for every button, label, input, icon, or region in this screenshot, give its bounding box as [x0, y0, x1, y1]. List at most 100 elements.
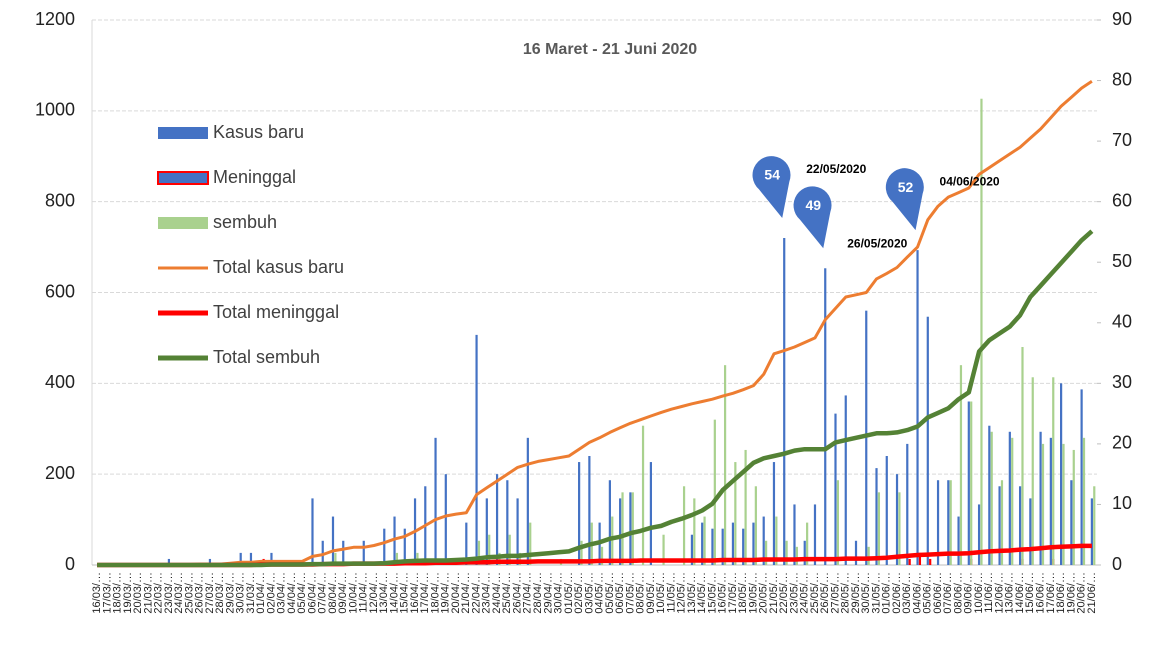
- x-tick-label: 20/06/…: [1076, 572, 1088, 614]
- bar: [980, 98, 983, 565]
- x-tick-label: 15/05/…: [706, 572, 718, 614]
- legend-label: Total meninggal: [213, 302, 339, 322]
- y2-tick-label: 10: [1112, 493, 1132, 513]
- x-tick-label: 24/04/…: [491, 572, 503, 614]
- bar: [649, 462, 653, 565]
- annotation-date: 26/05/2020: [847, 236, 907, 250]
- bar: [600, 546, 604, 565]
- line: [97, 229, 1094, 568]
- x-tick-label: 06/04/…: [306, 572, 318, 614]
- x-tick-label: 14/04/…: [388, 572, 400, 614]
- x-tick-label: 02/05/…: [573, 572, 585, 614]
- x-tick-label: 16/03/…: [91, 572, 103, 614]
- bar: [721, 528, 724, 565]
- bar: [885, 456, 888, 565]
- bar: [682, 486, 686, 565]
- bar: [239, 552, 242, 565]
- bar: [434, 437, 437, 565]
- bar: [611, 516, 614, 565]
- bar: [488, 534, 491, 565]
- y-tick-label: 0: [65, 554, 75, 574]
- y2-tick-label: 0: [1112, 554, 1122, 574]
- x-tick-label: 22/05/…: [778, 572, 790, 614]
- x-tick-label: 20/04/…: [450, 572, 462, 614]
- x-tick-label: 13/05/…: [686, 572, 698, 614]
- bar: [588, 456, 591, 565]
- line: [97, 80, 1093, 567]
- x-tick-label: 04/06/…: [911, 572, 923, 614]
- bar: [1052, 377, 1055, 565]
- bar: [331, 516, 335, 565]
- x-tick-label: 28/03/…: [214, 572, 226, 614]
- bar: [580, 540, 583, 565]
- x-tick-label: 05/06/…: [922, 572, 934, 614]
- x-tick-label: 13/06/…: [1004, 572, 1016, 614]
- bar: [967, 401, 970, 565]
- x-tick-label: 01/04/…: [255, 572, 267, 614]
- annotation-value: 52: [898, 179, 914, 195]
- x-tick-label: 05/05/…: [604, 572, 616, 614]
- bar: [270, 552, 273, 565]
- bar: [998, 486, 1001, 565]
- bar: [1080, 389, 1083, 565]
- x-tick-label: 08/04/…: [327, 572, 339, 614]
- bar: [475, 334, 478, 565]
- x-tick-label: 25/03/…: [183, 572, 195, 614]
- x-tick-label: 30/03/…: [235, 572, 247, 614]
- x-tick-label: 06/06/…: [932, 572, 944, 614]
- annotation-pin: [752, 156, 791, 218]
- bar: [916, 250, 919, 565]
- x-tick-label: 12/04/…: [368, 572, 380, 614]
- x-tick-label: 11/06/…: [983, 572, 995, 613]
- bar: [824, 268, 827, 565]
- bar: [785, 540, 788, 565]
- bar: [403, 528, 406, 565]
- bar: [731, 522, 735, 565]
- x-tick-label: 12/06/…: [993, 572, 1005, 614]
- bar: [990, 431, 993, 565]
- x-tick-label: 23/03/…: [163, 572, 175, 614]
- x-tick-label: 26/03/…: [194, 572, 206, 614]
- x-tick-label: 29/04/…: [542, 572, 554, 614]
- x-tick-label: 02/04/…: [265, 572, 277, 614]
- x-tick-label: 18/03/…: [112, 572, 124, 614]
- x-tick-label: 01/06/…: [881, 572, 893, 614]
- bar: [834, 413, 837, 565]
- x-tick-label: 22/04/…: [470, 572, 482, 614]
- bar: [1008, 431, 1011, 565]
- legend-label: Total sembuh: [213, 347, 320, 367]
- bar: [477, 540, 481, 565]
- x-tick-label: 15/06/…: [1024, 572, 1036, 614]
- bar: [1029, 498, 1032, 565]
- y-tick-label: 1000: [35, 100, 75, 120]
- x-tick-label: 03/04/…: [276, 572, 288, 614]
- x-tick-label: 10/06/…: [973, 572, 985, 614]
- legend-swatch: [157, 171, 209, 185]
- x-tick-label: 21/06/…: [1086, 572, 1098, 614]
- x-tick-label: 19/06/…: [1065, 572, 1077, 614]
- bar: [465, 522, 468, 565]
- bar: [936, 480, 940, 565]
- bar: [793, 504, 796, 565]
- annotation-date: 22/05/2020: [806, 162, 866, 176]
- bar: [334, 552, 337, 565]
- x-tick-label: 07/05/…: [624, 572, 636, 614]
- bar: [752, 522, 755, 565]
- bar: [1072, 449, 1075, 565]
- bar: [813, 504, 817, 565]
- bar: [877, 492, 881, 565]
- x-tick-label: 21/05/…: [768, 572, 780, 614]
- bar: [693, 498, 696, 565]
- bar: [970, 401, 973, 565]
- x-tick-label: 13/04/…: [378, 572, 390, 614]
- bar: [898, 492, 901, 565]
- x-tick-label: 28/05/…: [840, 572, 852, 614]
- bar: [765, 540, 768, 565]
- bar: [690, 534, 694, 565]
- legend-swatch: [158, 217, 208, 229]
- bar: [508, 534, 511, 565]
- bar: [1000, 480, 1004, 565]
- bar: [1021, 347, 1024, 565]
- bar: [249, 552, 253, 565]
- bar: [959, 365, 963, 565]
